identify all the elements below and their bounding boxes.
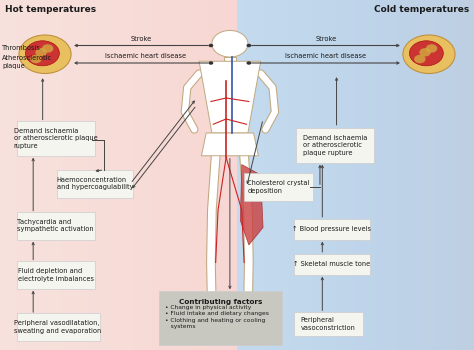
Circle shape	[246, 44, 251, 47]
Circle shape	[209, 61, 213, 65]
Text: Peripheral vasodilatation,
sweating and evaporation: Peripheral vasodilatation, sweating and …	[14, 321, 102, 334]
Text: Atherosclerotic: Atherosclerotic	[2, 55, 53, 61]
Text: Cholesterol crystal
deposition: Cholesterol crystal deposition	[247, 181, 310, 194]
Circle shape	[19, 35, 71, 74]
Circle shape	[212, 30, 248, 57]
Circle shape	[246, 61, 251, 65]
FancyBboxPatch shape	[57, 170, 133, 198]
Circle shape	[414, 55, 426, 63]
FancyBboxPatch shape	[294, 219, 370, 240]
Bar	[0, 0, 237, 350]
Circle shape	[419, 48, 431, 57]
Circle shape	[410, 41, 443, 66]
Circle shape	[30, 55, 42, 63]
Text: Peripheral
vasoconstriction: Peripheral vasoconstriction	[301, 317, 356, 330]
Polygon shape	[240, 164, 263, 245]
Text: Ischaemic heart disease: Ischaemic heart disease	[285, 54, 366, 60]
Polygon shape	[201, 133, 258, 156]
Text: ↑ Blood pressure levels: ↑ Blood pressure levels	[292, 226, 371, 232]
Text: Stroke: Stroke	[130, 36, 152, 42]
Text: Ischaemic heart disease: Ischaemic heart disease	[105, 54, 186, 60]
FancyBboxPatch shape	[159, 290, 282, 345]
Text: Stroke: Stroke	[315, 36, 337, 42]
Text: Haemoconcentration
and hypercoagulability: Haemoconcentration and hypercoagulabilit…	[56, 177, 133, 190]
Circle shape	[403, 35, 455, 74]
Polygon shape	[199, 61, 261, 133]
Text: Contributing factors: Contributing factors	[179, 299, 262, 304]
Circle shape	[36, 48, 47, 57]
FancyBboxPatch shape	[244, 173, 313, 201]
Bar	[237, 0, 474, 350]
Text: Demand ischaemia
or atherosclerotic
plaque rupture: Demand ischaemia or atherosclerotic plaq…	[303, 135, 367, 156]
Text: ↑ Skeletal muscle tone: ↑ Skeletal muscle tone	[293, 261, 370, 267]
Text: Cold temperatures: Cold temperatures	[374, 5, 469, 14]
Text: Thrombosis: Thrombosis	[2, 46, 41, 51]
Circle shape	[209, 44, 213, 47]
Circle shape	[426, 44, 438, 53]
FancyBboxPatch shape	[17, 261, 95, 289]
Circle shape	[26, 41, 59, 66]
FancyBboxPatch shape	[294, 312, 363, 336]
Text: Demand ischaemia
or atherosclerotic plaque
rupture: Demand ischaemia or atherosclerotic plaq…	[14, 128, 98, 149]
Text: Tachycardia and
sympathetic activation: Tachycardia and sympathetic activation	[18, 219, 94, 232]
Text: plaque: plaque	[2, 63, 25, 69]
Text: Fluid depletion and
electrolyte imbalances: Fluid depletion and electrolyte imbalanc…	[18, 268, 94, 281]
FancyBboxPatch shape	[296, 128, 374, 163]
Circle shape	[42, 44, 54, 53]
Text: Hot temperatures: Hot temperatures	[5, 5, 96, 14]
FancyBboxPatch shape	[17, 313, 100, 341]
FancyBboxPatch shape	[17, 121, 95, 156]
FancyBboxPatch shape	[17, 212, 95, 240]
Text: • Change in physical activity
• Fluid intake and dietary changes
• Clothing and : • Change in physical activity • Fluid in…	[165, 304, 269, 329]
FancyBboxPatch shape	[294, 254, 370, 275]
FancyBboxPatch shape	[224, 57, 236, 61]
